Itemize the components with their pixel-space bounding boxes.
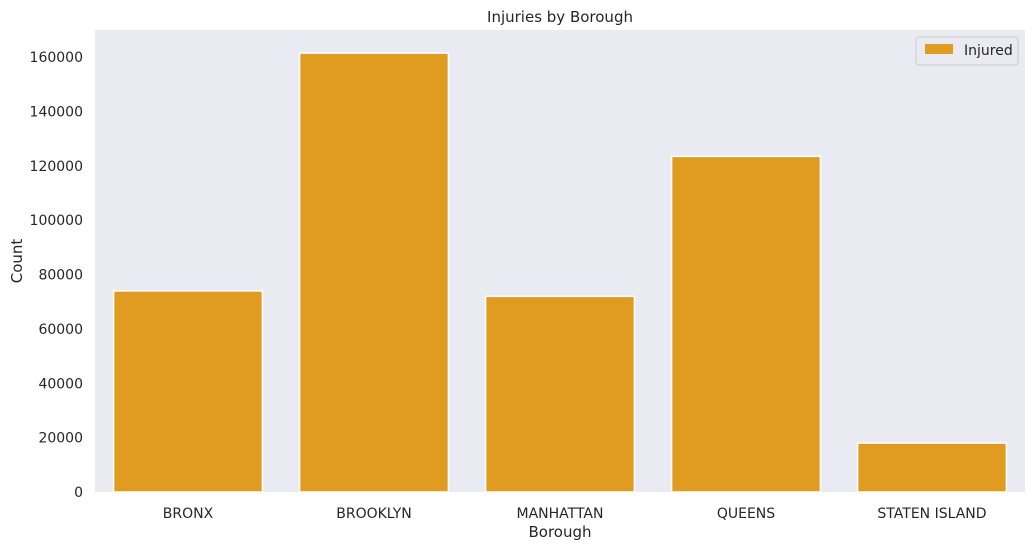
y-tick-label: 40000 bbox=[38, 376, 83, 392]
y-axis-label: Count bbox=[8, 239, 26, 284]
y-tick-label: 120000 bbox=[30, 159, 83, 175]
bar bbox=[670, 155, 822, 493]
y-tick-label: 100000 bbox=[30, 213, 83, 229]
bar bbox=[298, 52, 450, 493]
x-axis-ticks: BRONX BROOKLYN MANHATTAN QUEENS STATEN ISLAN… bbox=[163, 506, 987, 522]
y-axis-ticks: 0 20000 40000 60000 80000 100000 120000 140000 1… bbox=[30, 50, 83, 501]
x-tick-label: QUEENS bbox=[717, 506, 775, 522]
legend: Injured bbox=[915, 36, 1019, 66]
x-axis-label: Borough bbox=[528, 523, 591, 541]
y-tick-label: 80000 bbox=[38, 268, 83, 284]
x-tick-label: BRONX bbox=[163, 506, 214, 522]
bar bbox=[484, 295, 636, 493]
x-tick-label: MANHATTAN bbox=[517, 506, 604, 522]
y-tick-label: 0 bbox=[74, 485, 83, 501]
bars-group bbox=[112, 52, 1008, 493]
y-tick-label: 20000 bbox=[38, 431, 83, 447]
x-tick-label: BROOKLYN bbox=[336, 506, 412, 522]
legend-label: Injured bbox=[964, 43, 1013, 59]
chart-title: Injuries by Borough bbox=[487, 8, 633, 26]
y-tick-label: 60000 bbox=[38, 322, 83, 338]
legend-swatch bbox=[925, 44, 953, 54]
bar bbox=[856, 442, 1008, 493]
bar bbox=[112, 290, 264, 493]
y-tick-label: 140000 bbox=[30, 105, 83, 121]
x-tick-label: STATEN ISLAND bbox=[877, 506, 986, 522]
y-tick-label: 160000 bbox=[30, 50, 83, 66]
